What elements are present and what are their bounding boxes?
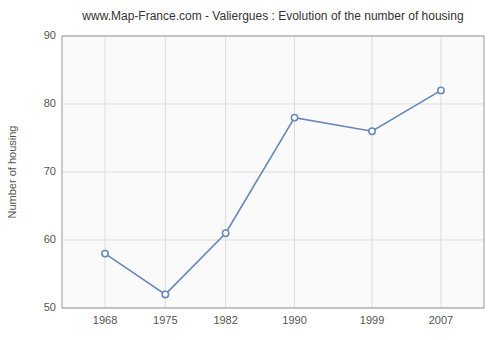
series bbox=[102, 87, 444, 297]
x-tick-label: 1975 bbox=[153, 314, 177, 326]
x-tick-label: 2007 bbox=[429, 314, 453, 326]
x-grid-line bbox=[165, 36, 166, 308]
y-tick-label: 80 bbox=[44, 97, 56, 109]
grid bbox=[62, 36, 484, 308]
y-tick-label: 50 bbox=[44, 301, 56, 313]
background bbox=[0, 0, 500, 340]
x-tick-label: 1982 bbox=[213, 314, 237, 326]
y-grid-line bbox=[62, 172, 484, 173]
point bbox=[222, 230, 228, 236]
point bbox=[162, 291, 168, 297]
x-grid-line bbox=[105, 36, 106, 308]
y-tick-label: 90 bbox=[44, 29, 56, 41]
line bbox=[105, 90, 441, 294]
point bbox=[369, 128, 375, 134]
chart-svg: 50 60 70 80 90 1968 1975 1982 1990 1999 2007 www.Ma… bbox=[0, 0, 500, 340]
y-grid-line bbox=[62, 240, 484, 241]
x-grid-line bbox=[440, 36, 441, 308]
y-tick-label: 60 bbox=[44, 233, 56, 245]
y-axis-label: Number of housing bbox=[6, 126, 18, 219]
x-grid-line bbox=[225, 36, 226, 308]
x-tick-label: 1968 bbox=[93, 314, 117, 326]
x-tick-label: 1999 bbox=[360, 314, 384, 326]
y-grid-line bbox=[62, 104, 484, 105]
y-tick-label: 70 bbox=[44, 165, 56, 177]
x-grid-line bbox=[294, 36, 295, 308]
point bbox=[102, 250, 108, 256]
x-tick-label: 1990 bbox=[282, 314, 306, 326]
point bbox=[291, 114, 297, 120]
x-grid-line bbox=[372, 36, 373, 308]
plot-frame bbox=[62, 36, 484, 308]
plot-area bbox=[62, 36, 484, 308]
chart-container: 50 60 70 80 90 1968 1975 1982 1990 1999 2007 www.Ma… bbox=[0, 0, 500, 340]
point bbox=[438, 87, 444, 93]
title: www.Map-France.com - Valiergues : Evolut… bbox=[81, 9, 463, 23]
